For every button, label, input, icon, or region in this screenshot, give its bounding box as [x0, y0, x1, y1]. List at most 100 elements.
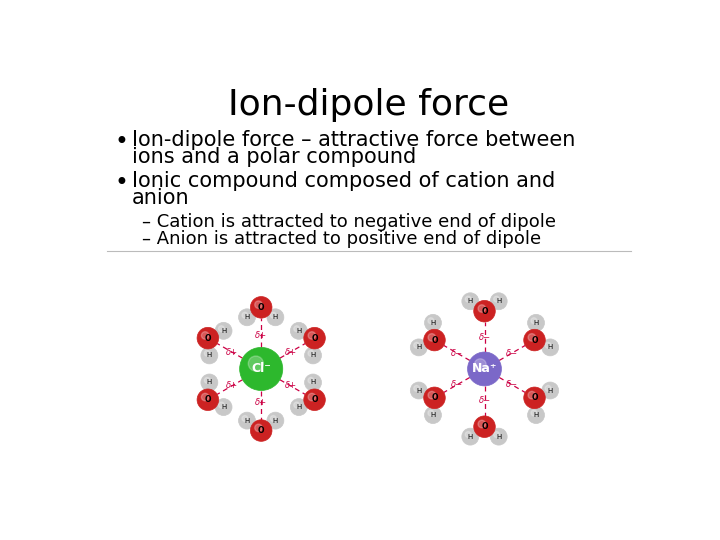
- Circle shape: [201, 347, 218, 364]
- Text: O: O: [204, 395, 211, 404]
- Circle shape: [474, 416, 495, 437]
- Circle shape: [304, 327, 325, 349]
- Circle shape: [305, 347, 322, 364]
- Circle shape: [202, 393, 209, 401]
- Text: H: H: [244, 417, 250, 423]
- Circle shape: [410, 382, 427, 399]
- Circle shape: [238, 309, 256, 326]
- Text: H: H: [431, 412, 436, 418]
- Circle shape: [248, 356, 264, 371]
- Circle shape: [242, 312, 248, 318]
- Circle shape: [304, 389, 325, 410]
- Text: δ+: δ+: [255, 330, 267, 340]
- Text: δ+: δ+: [255, 399, 267, 407]
- Circle shape: [242, 416, 248, 421]
- Text: H: H: [534, 320, 539, 326]
- Circle shape: [267, 412, 284, 429]
- Circle shape: [428, 334, 436, 341]
- Circle shape: [251, 420, 272, 441]
- Circle shape: [545, 342, 551, 348]
- Text: δ−: δ−: [506, 348, 518, 357]
- Text: O: O: [431, 335, 438, 345]
- Circle shape: [308, 393, 315, 401]
- Text: O: O: [431, 393, 438, 402]
- Circle shape: [305, 374, 322, 391]
- Circle shape: [240, 347, 283, 390]
- Text: O: O: [481, 307, 487, 316]
- Circle shape: [308, 377, 314, 383]
- Circle shape: [294, 326, 300, 332]
- Text: δ+: δ+: [284, 348, 297, 356]
- Circle shape: [308, 350, 314, 356]
- Circle shape: [255, 301, 262, 308]
- Text: H: H: [548, 388, 553, 394]
- Circle shape: [218, 326, 225, 332]
- Text: H: H: [207, 353, 212, 359]
- Circle shape: [494, 431, 500, 437]
- Circle shape: [541, 339, 559, 356]
- Circle shape: [197, 327, 219, 349]
- Text: H: H: [310, 353, 315, 359]
- Text: H: H: [310, 380, 315, 386]
- Text: H: H: [207, 380, 212, 386]
- Text: O: O: [531, 335, 538, 345]
- Circle shape: [528, 314, 544, 331]
- Circle shape: [428, 392, 436, 399]
- Text: H: H: [244, 314, 250, 320]
- Text: ions and a polar compound: ions and a polar compound: [132, 147, 416, 167]
- Text: H: H: [221, 404, 226, 410]
- Circle shape: [270, 416, 276, 421]
- Text: H: H: [416, 345, 421, 350]
- Text: O: O: [258, 426, 264, 435]
- Text: H: H: [534, 412, 539, 418]
- Circle shape: [523, 387, 545, 409]
- Circle shape: [490, 428, 507, 445]
- Text: H: H: [496, 298, 501, 304]
- Circle shape: [308, 332, 315, 339]
- Text: – Anion is attracted to positive end of dipole: – Anion is attracted to positive end of …: [142, 230, 541, 247]
- Circle shape: [425, 407, 441, 423]
- Text: δ+: δ+: [226, 381, 238, 390]
- Circle shape: [290, 399, 307, 416]
- Circle shape: [238, 412, 256, 429]
- Circle shape: [528, 334, 536, 341]
- Circle shape: [462, 293, 479, 310]
- Text: – Cation is attracted to negative end of dipole: – Cation is attracted to negative end of…: [142, 213, 556, 231]
- Text: •: •: [115, 171, 129, 195]
- Circle shape: [215, 399, 232, 416]
- Text: H: H: [296, 328, 302, 334]
- Circle shape: [474, 300, 495, 322]
- Text: H: H: [296, 404, 302, 410]
- Circle shape: [423, 329, 445, 351]
- Circle shape: [267, 309, 284, 326]
- Text: O: O: [481, 422, 487, 431]
- Text: Ion-dipole force – attractive force between: Ion-dipole force – attractive force betw…: [132, 130, 575, 150]
- Text: O: O: [311, 395, 318, 404]
- Circle shape: [478, 420, 485, 428]
- Text: H: H: [416, 388, 421, 394]
- Text: O: O: [531, 393, 538, 402]
- Circle shape: [255, 424, 262, 431]
- Circle shape: [423, 387, 445, 409]
- Circle shape: [494, 296, 500, 302]
- Text: δ−: δ−: [478, 396, 490, 405]
- Text: H: H: [273, 417, 278, 423]
- Circle shape: [462, 428, 479, 445]
- Circle shape: [215, 322, 232, 339]
- Circle shape: [541, 382, 559, 399]
- Circle shape: [251, 296, 272, 318]
- Circle shape: [204, 350, 210, 356]
- Text: H: H: [496, 434, 501, 440]
- Text: anion: anion: [132, 188, 189, 208]
- Circle shape: [528, 407, 544, 423]
- Text: δ−: δ−: [478, 333, 490, 342]
- Text: •: •: [115, 130, 129, 154]
- Circle shape: [197, 389, 219, 410]
- Circle shape: [428, 318, 434, 323]
- Text: O: O: [258, 303, 264, 312]
- Circle shape: [218, 402, 225, 408]
- Text: Ion-dipole force: Ion-dipole force: [228, 88, 510, 122]
- Circle shape: [465, 296, 471, 302]
- Text: δ−: δ−: [451, 348, 463, 357]
- Text: Cl⁻: Cl⁻: [251, 362, 271, 375]
